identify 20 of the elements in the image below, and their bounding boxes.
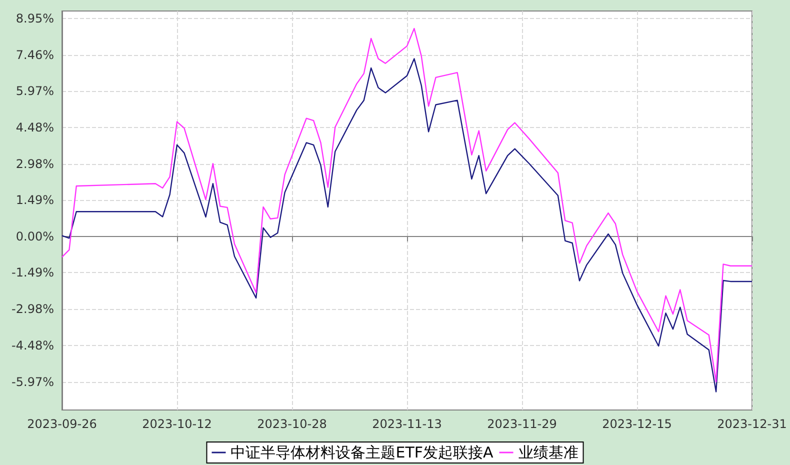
y-tick-label: 0.00%	[16, 229, 54, 244]
x-tick-label: 2023-12-31	[717, 417, 787, 431]
x-tick-label: 2023-11-13	[372, 417, 442, 431]
y-tick-label: 7.46%	[16, 48, 54, 62]
y-tick-label: -4.48%	[12, 338, 54, 352]
legend-label: 业绩基准	[518, 444, 578, 462]
x-tick-label: 2023-10-12	[142, 417, 212, 431]
y-tick-label: 5.97%	[16, 84, 54, 98]
x-tick-label: 2023-12-15	[602, 417, 672, 431]
y-tick-label: -5.97%	[12, 374, 54, 389]
y-tick-label: 4.48%	[16, 120, 54, 134]
y-tick-label: 8.95%	[16, 12, 54, 26]
y-tick-label: -1.49%	[12, 266, 54, 280]
x-tick-label: 2023-11-29	[487, 417, 557, 431]
y-tick-label: -2.98%	[12, 302, 54, 316]
y-tick-label: 2.98%	[16, 156, 54, 171]
x-tick-label: 2023-09-26	[27, 417, 97, 431]
legend-label: 中证半导体材料设备主题ETF发起联接A	[230, 444, 494, 462]
x-tick-label: 2023-10-28	[257, 417, 327, 431]
y-tick-label: 1.49%	[16, 193, 54, 208]
